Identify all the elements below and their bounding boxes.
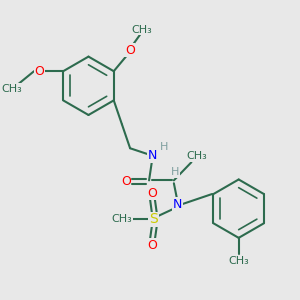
Text: N: N [173,198,182,211]
Text: CH₃: CH₃ [186,152,207,161]
Text: CH₃: CH₃ [131,25,152,35]
Text: S: S [149,212,158,226]
Text: O: O [121,175,131,188]
Text: CH₃: CH₃ [228,256,249,266]
Text: O: O [147,238,157,252]
Text: O: O [34,65,44,78]
Text: O: O [147,187,157,200]
Text: CH₃: CH₃ [2,84,22,94]
Text: H: H [171,167,179,177]
Text: H: H [160,142,168,152]
Text: N: N [147,149,157,162]
Text: CH₃: CH₃ [112,214,132,224]
Text: O: O [125,44,135,57]
